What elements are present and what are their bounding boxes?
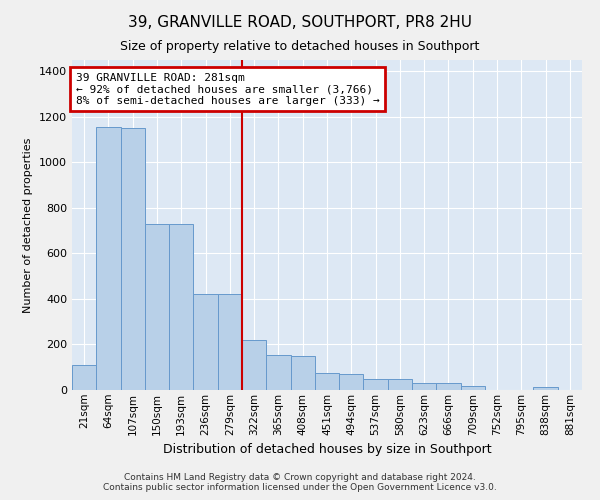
Bar (364, 378, 388, 390)
Bar (218, 294, 242, 390)
Bar (169, 224, 193, 390)
Text: Contains HM Land Registry data © Crown copyright and database right 2024.
Contai: Contains HM Land Registry data © Crown c… (103, 473, 497, 492)
Bar (436, 382, 461, 390)
Bar (533, 386, 558, 390)
Bar (121, 128, 145, 390)
Bar (193, 294, 218, 390)
Bar (145, 224, 169, 390)
Bar (290, 356, 315, 390)
Text: 39 GRANVILLE ROAD: 281sqm
← 92% of detached houses are smaller (3,766)
8% of sem: 39 GRANVILLE ROAD: 281sqm ← 92% of detac… (76, 72, 379, 106)
Text: 39, GRANVILLE ROAD, SOUTHPORT, PR8 2HU: 39, GRANVILLE ROAD, SOUTHPORT, PR8 2HU (128, 15, 472, 30)
Bar (339, 374, 364, 390)
Bar (315, 373, 339, 390)
Text: Size of property relative to detached houses in Southport: Size of property relative to detached ho… (121, 40, 479, 53)
X-axis label: Distribution of detached houses by size in Southport: Distribution of detached houses by size … (163, 443, 491, 456)
Bar (412, 382, 436, 390)
Bar (72, 365, 96, 390)
Bar (461, 386, 485, 390)
Bar (266, 354, 290, 390)
Bar (242, 340, 266, 390)
Bar (388, 378, 412, 390)
Y-axis label: Number of detached properties: Number of detached properties (23, 138, 34, 312)
Bar (96, 127, 121, 390)
